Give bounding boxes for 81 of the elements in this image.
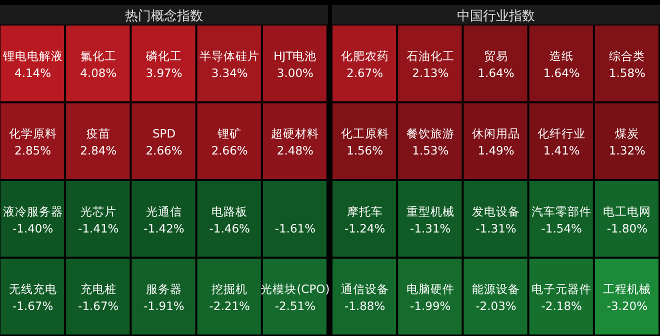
category-label: 化纤行业: [538, 126, 586, 141]
data-label: -1.99%: [410, 299, 451, 314]
data-label: -2.21%: [209, 299, 250, 314]
category-label: 无线充电: [8, 282, 57, 296]
category-label: 休闲用品: [472, 126, 520, 141]
data-label: 1.32%: [608, 144, 646, 158]
data-label: 1.53%: [412, 144, 449, 158]
category-label: HJT电池: [274, 48, 317, 63]
category-label: 充电桩: [80, 282, 116, 296]
data-label: -1.67%: [12, 299, 54, 314]
text: 中国行业指数: [457, 9, 535, 24]
category-label: 造纸: [550, 48, 574, 63]
category-label: 摩托车: [346, 204, 383, 218]
category-label: 挖掘机: [212, 282, 248, 296]
category-label: 贸易: [484, 48, 508, 63]
data-label: -2.18%: [541, 299, 582, 314]
category-label: SPD: [152, 126, 176, 141]
category-label: 电路板: [212, 204, 248, 218]
data-label: 1.56%: [346, 144, 384, 158]
data-label: 3.97%: [146, 66, 182, 80]
data-label: -1.40%: [12, 221, 54, 236]
data-label: -1.54%: [541, 221, 582, 236]
data-label: 3.34%: [211, 66, 248, 80]
category-label: 通信设备: [340, 282, 389, 296]
data-label: 3.00%: [276, 66, 314, 80]
category-label: 汽车零部件: [532, 204, 592, 218]
category-label: 石油化工: [406, 48, 454, 63]
data-label: -2.03%: [476, 299, 516, 314]
category-label: 光模块(CPO): [260, 282, 330, 296]
category-label: 化学原料: [8, 126, 57, 141]
category-label: 锂矿: [216, 126, 242, 141]
category-label: 锂电电解液: [2, 48, 63, 63]
category-label: 疫苗: [86, 126, 110, 141]
data-label: 4.14%: [14, 66, 52, 80]
category-label: 工程机械: [603, 282, 652, 296]
category-label: 电脑硬件: [406, 282, 454, 296]
data-label: -1.46%: [209, 221, 250, 236]
category-label: 光通信: [146, 204, 182, 218]
data-label: 1.41%: [543, 144, 580, 158]
data-label: -1.42%: [144, 221, 184, 236]
category-label: 煤炭: [615, 126, 640, 141]
data-label: -1.24%: [344, 221, 386, 236]
data-label: 2.13%: [412, 66, 449, 80]
category-label: 化肥农药: [340, 48, 389, 63]
data-label: -1.41%: [78, 221, 119, 236]
data-label: -1.31%: [476, 221, 516, 236]
data-label: 1.49%: [478, 144, 514, 158]
data-label: -1.88%: [344, 299, 386, 314]
category-label: 磷化工: [145, 48, 182, 63]
category-label: 液冷服务器: [2, 204, 63, 218]
category-label: 电子元器件: [532, 282, 592, 296]
category-label: 化工原料: [340, 126, 389, 141]
data-label: -3.20%: [606, 299, 648, 314]
data-label: -1.67%: [78, 299, 119, 314]
category-label: 服务器: [146, 282, 182, 296]
data-label: 1.64%: [543, 66, 580, 80]
data-label: 2.66%: [146, 144, 182, 158]
data-label: 2.66%: [211, 144, 248, 158]
category-label: 综合类: [609, 48, 646, 63]
category-label: 超硬材料: [271, 126, 320, 141]
data-label: 2.85%: [14, 144, 52, 158]
category-label: 发电设备: [472, 204, 520, 218]
data-label: 4.08%: [80, 66, 117, 80]
data-label: 1.58%: [608, 66, 646, 80]
text: 热门概念指数: [125, 8, 203, 24]
data-label: 1.64%: [478, 66, 514, 80]
data-label: 2.67%: [346, 66, 384, 80]
data-label: -1.61%: [274, 221, 316, 236]
category-label: 半导体硅片: [200, 48, 260, 63]
category-label: 重型机械: [406, 204, 454, 218]
category-label: 餐饮旅游: [406, 126, 454, 141]
data-label: 2.84%: [80, 144, 117, 158]
category-label: 光芯片: [80, 204, 116, 218]
data-label: 2.48%: [276, 144, 314, 158]
data-label: -2.51%: [274, 299, 316, 314]
data-label: -1.31%: [410, 221, 451, 236]
data-label: -1.80%: [606, 221, 648, 236]
category-label: 电工电网: [603, 204, 652, 218]
data-label: -1.91%: [144, 299, 184, 314]
category-label: 能源设备: [472, 282, 520, 296]
category-label: 氟化工: [80, 48, 116, 63]
